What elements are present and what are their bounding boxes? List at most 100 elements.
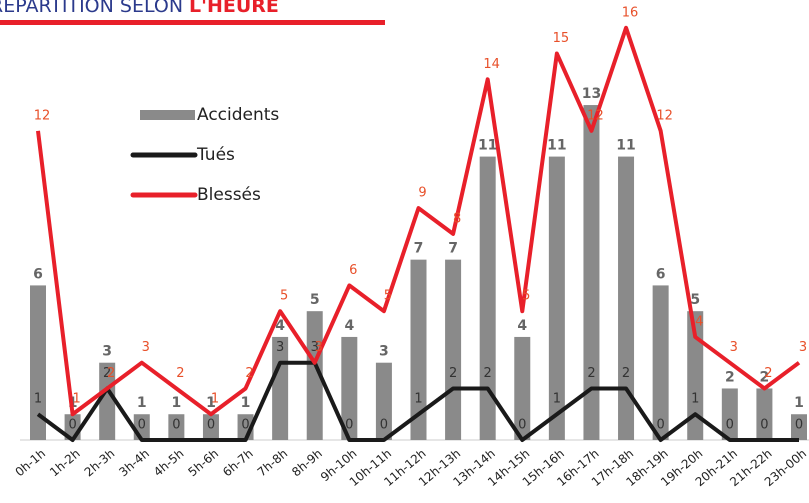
line [36,360,799,442]
line-value-label: 0 [726,418,734,433]
line-value-label: 3 [315,340,323,355]
x-tick-label: 1h-2h [47,446,83,479]
bar [791,414,807,440]
chart-title: RÉPARTITION SELON L'HEURE [0,0,279,17]
bar [341,336,358,440]
bar-value-label: 11 [616,138,635,154]
bar [583,105,600,440]
bar-value-label: 11 [478,138,497,154]
title-text: RÉPARTITION SELON [0,0,183,17]
x-tick-label: 5h-6h [185,446,221,479]
line-value-label: 12 [587,108,604,123]
bar [687,311,704,440]
line-value-label: 1 [34,392,42,407]
bar-value-label: 13 [582,86,601,102]
legend-label: Tués [196,145,235,165]
line-value-label: 15 [553,31,570,46]
line-value-label: 0 [380,418,388,433]
line-value-label: 8 [453,211,461,226]
line-value-label: 0 [207,418,215,433]
line [36,25,801,417]
bar-value-label: 4 [517,318,527,334]
bar [375,362,392,440]
line-value-label: 2 [176,366,184,381]
bar-value-label: 1 [137,395,147,411]
bar-value-label: 2 [725,369,735,385]
line-value-label: 16 [622,5,639,20]
x-tick-label: 7h-8h [255,446,291,479]
x-tick-label: 0h-1h [13,446,49,479]
bar [306,311,323,440]
bar [652,285,669,440]
line-value-label: 0 [345,418,353,433]
legend-swatch [140,110,195,120]
line-value-label: 12 [656,108,673,123]
bar-value-label: 3 [379,344,389,360]
bar-value-label: 1 [794,395,804,411]
line-value-label: 3 [276,340,284,355]
line-value-label: 12 [34,108,51,123]
bar-value-label: 6 [33,266,43,282]
title-highlight: L'HEURE [189,0,279,17]
bar [548,156,565,440]
bar-value-label: 5 [690,292,700,308]
bar [168,414,185,440]
line-value-label: 3 [142,340,150,355]
line-value-label: 0 [241,418,249,433]
line-value-label: 1 [414,392,422,407]
line-value-label: 2 [107,366,115,381]
bar [514,336,531,440]
line-value-label: 2 [103,366,111,381]
line-value-label: 3 [730,340,738,355]
bar [30,285,46,440]
line-value-label: 2 [622,366,630,381]
line-value-label: 1 [553,392,561,407]
bar-value-label: 7 [414,241,424,257]
line-value-label: 2 [587,366,595,381]
bar-value-label: 1 [241,395,251,411]
bar [410,259,427,440]
bar [721,388,738,440]
line-value-label: 1 [211,392,219,407]
bar [99,362,116,440]
line-value-label: 0 [68,418,76,433]
legend-label: Blessés [197,185,261,205]
line-value-label: 1 [691,392,699,407]
line-value-label: 2 [764,366,772,381]
line-value-label: 2 [449,366,457,381]
bar [618,156,635,440]
line-value-label: 3 [799,340,807,355]
bar [445,259,462,440]
bar-value-label: 3 [102,344,112,360]
x-tick-label: 2h-3h [82,446,118,479]
line-value-label: 1 [72,392,80,407]
bar-value-label: 2 [760,369,770,385]
bar [756,388,773,440]
line-value-label: 14 [483,57,500,72]
line-value-label: 5 [280,289,288,304]
x-tick-label: 3h-4h [116,446,152,479]
bar [202,414,219,440]
line-value-label: 2 [484,366,492,381]
bar [479,156,496,440]
bar-value-label: 4 [275,318,285,334]
bar-value-label: 7 [448,241,458,257]
line-value-label: 6 [349,263,357,278]
bar-value-label: 4 [344,318,354,334]
line-value-label: 2 [245,366,253,381]
line-value-label: 0 [656,418,664,433]
x-tick-label: 6h-7h [220,446,256,479]
x-tick-label: 4h-5h [151,446,187,479]
bar-value-label: 11 [547,138,566,154]
line-value-label: 0 [518,418,526,433]
line-value-label: 0 [172,418,180,433]
bar-value-label: 1 [171,395,181,411]
bar-value-label: 1 [206,395,216,411]
line-value-label: 0 [138,418,146,433]
legend-label: Accidents [197,105,279,125]
line-value-label: 4 [695,314,703,329]
line-value-label: 0 [760,418,768,433]
line-value-label: 9 [418,186,426,201]
bar-value-label: 6 [656,266,666,282]
line-value-label: 3 [311,340,319,355]
